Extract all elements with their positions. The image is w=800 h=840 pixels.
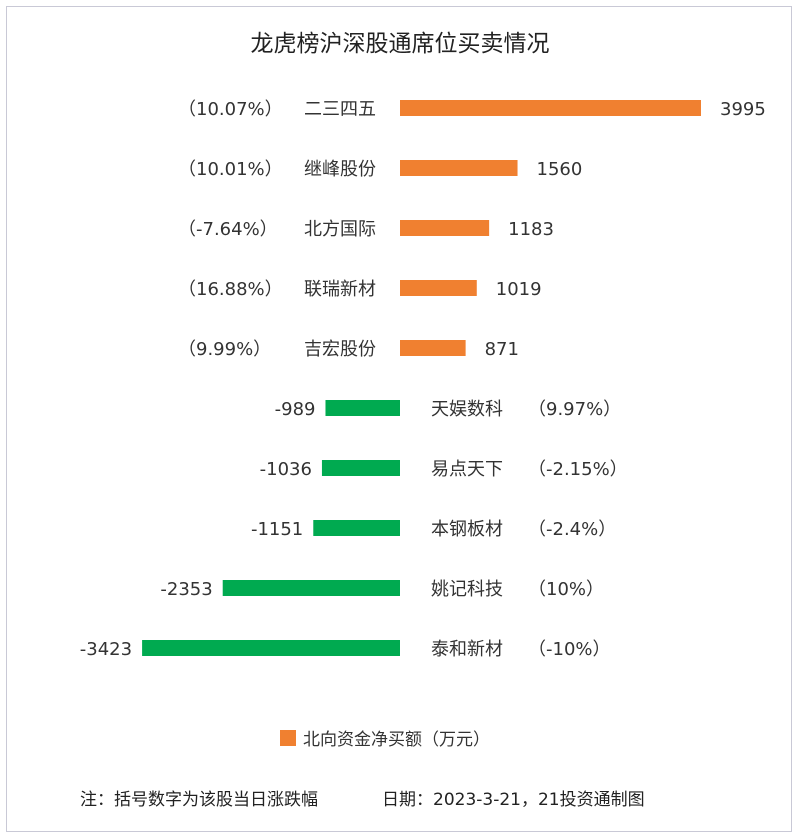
stock-name: 吉宏股份 [304, 339, 376, 360]
value-label: 1560 [537, 159, 583, 180]
legend: 北向资金净买额（万元） [280, 730, 490, 750]
change-label: （-10%） [528, 639, 611, 660]
stock-name: 本钢板材 [431, 519, 503, 540]
chart-frame [6, 6, 792, 832]
value-label: 871 [485, 339, 519, 360]
value-label: 1019 [496, 279, 542, 300]
bar-北方国际 [400, 220, 490, 236]
bar-天娱数科 [325, 400, 400, 416]
footer-note: 注：括号数字为该股当日涨跌幅 [80, 790, 318, 810]
stock-name: 继峰股份 [304, 159, 376, 180]
bar-吉宏股份 [400, 340, 466, 356]
bars-layer: 3995 二三四五 （10.07%） 1560 继峰股份 （10.01%） 1183 北方国际… [80, 99, 766, 660]
change-label: （9.99%） [178, 339, 271, 360]
value-label: -1151 [251, 519, 303, 540]
legend-label: 北向资金净买额（万元） [303, 730, 490, 750]
stock-name: 易点天下 [431, 459, 503, 480]
bar-继峰股份 [400, 160, 518, 176]
bar-姚记科技 [222, 580, 400, 596]
bar-本钢板材 [313, 520, 400, 536]
stock-name: 联瑞新材 [304, 279, 376, 300]
footer-date: 日期：2023-3-21，21投资通制图 [382, 790, 645, 810]
change-label: （-2.4%） [528, 519, 616, 540]
change-label: （-2.15%） [528, 459, 628, 480]
change-label: （16.88%） [178, 279, 283, 300]
value-label: 3995 [720, 99, 766, 120]
bar-易点天下 [321, 460, 400, 476]
bar-联瑞新材 [400, 280, 477, 296]
legend-swatch [280, 730, 296, 746]
change-label: （10%） [528, 579, 604, 600]
change-label: （-7.64%） [178, 219, 278, 240]
value-label: -3423 [80, 639, 132, 660]
change-label: （9.97%） [528, 399, 621, 420]
value-label: 1183 [508, 219, 554, 240]
bar-二三四五 [400, 100, 701, 116]
stock-name: 北方国际 [304, 219, 376, 240]
value-label: -989 [275, 399, 316, 420]
stock-name: 姚记科技 [431, 579, 503, 600]
stock-name: 泰和新材 [431, 639, 503, 660]
bar-泰和新材 [142, 640, 401, 656]
change-label: （10.07%） [178, 99, 283, 120]
chart-title: 龙虎榜沪深股通席位买卖情况 [251, 31, 550, 57]
value-label: -1036 [260, 459, 312, 480]
value-label: -2353 [160, 579, 212, 600]
stock-name: 天娱数科 [431, 399, 503, 420]
change-label: （10.01%） [178, 159, 283, 180]
stock-name: 二三四五 [304, 99, 376, 120]
